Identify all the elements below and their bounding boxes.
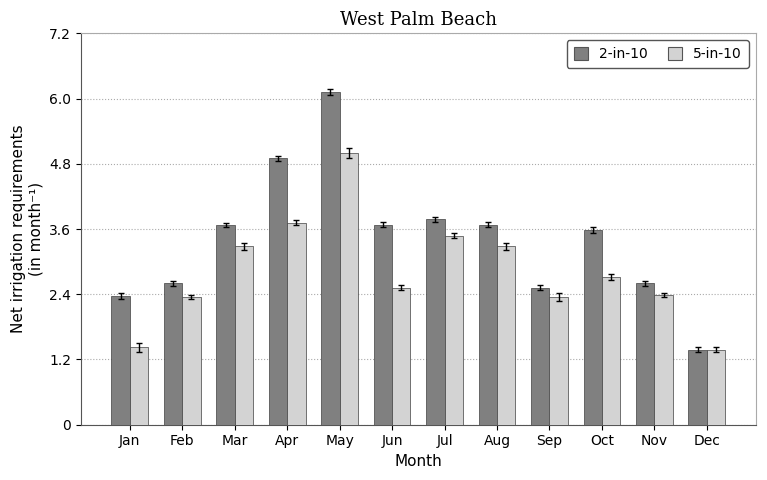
Bar — [164, 283, 183, 425]
Bar — [111, 296, 130, 425]
Bar — [321, 92, 340, 425]
Bar — [374, 225, 392, 425]
Bar — [269, 158, 287, 425]
Bar — [287, 223, 305, 425]
Title: West Palm Beach: West Palm Beach — [340, 11, 497, 29]
Bar — [479, 225, 497, 425]
Bar — [584, 230, 602, 425]
Bar — [689, 349, 707, 425]
Y-axis label: Net irrigation requirements
(in month⁻¹): Net irrigation requirements (in month⁻¹) — [11, 125, 44, 333]
Bar — [426, 219, 445, 425]
Bar — [130, 348, 148, 425]
Bar — [392, 288, 410, 425]
Bar — [216, 225, 235, 425]
Bar — [445, 236, 463, 425]
Bar — [340, 153, 358, 425]
Bar — [183, 297, 201, 425]
Bar — [654, 295, 673, 425]
Bar — [636, 283, 654, 425]
Legend: 2-in-10, 5-in-10: 2-in-10, 5-in-10 — [567, 40, 749, 68]
Bar — [549, 297, 568, 425]
Bar — [602, 277, 621, 425]
Bar — [707, 349, 726, 425]
Bar — [497, 246, 515, 425]
Bar — [235, 246, 253, 425]
X-axis label: Month: Month — [394, 454, 443, 469]
Bar — [531, 288, 549, 425]
